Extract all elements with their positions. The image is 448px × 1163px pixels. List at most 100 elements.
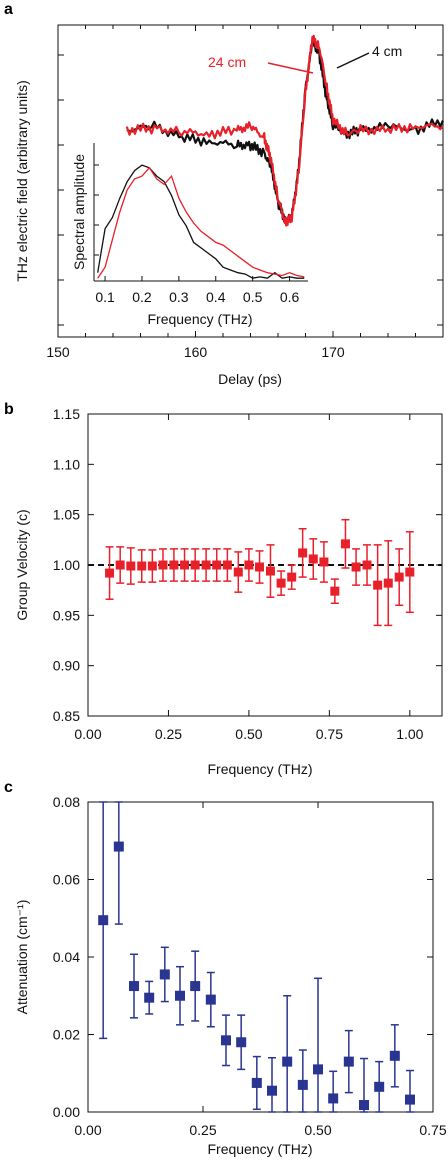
data-point (343, 1056, 354, 1067)
data-point (267, 1085, 277, 1096)
panel-b-series (88, 518, 442, 627)
panel-c-series (98, 801, 415, 1113)
data-point (255, 562, 265, 572)
panel-a: 150 160 170 0.1 0.2 0.3 0.4 0.5 0.6 Frequency (T… (14, 24, 445, 387)
annotation-4cm: 4 cm (372, 43, 402, 59)
data-point (98, 915, 109, 926)
inset-series-24cm (97, 166, 305, 279)
data-point (201, 560, 211, 570)
data-point (205, 994, 216, 1005)
data-point (362, 560, 372, 570)
panel-c-xlabel: Frequency (THz) (207, 1141, 312, 1157)
data-point (351, 562, 361, 572)
y-tick-label-c-3: 0.06 (53, 872, 80, 888)
data-point (405, 1094, 415, 1105)
data-point (359, 1100, 369, 1111)
panel-a-letter: a (4, 1, 13, 18)
panel-b-letter: b (4, 401, 14, 418)
y-tick-label-b-4: 1.05 (53, 507, 80, 523)
data-point (105, 568, 115, 578)
inset-series-4cm (97, 164, 305, 279)
data-point (137, 561, 147, 571)
x-tick-label-a-2: 170 (321, 344, 345, 360)
data-point (383, 578, 393, 588)
y-tick-label-b-5: 1.10 (53, 456, 80, 472)
panel-b-xlabel: Frequency (THz) (207, 761, 312, 777)
inset-x-tick-label-5: 0.6 (280, 289, 300, 305)
data-point (190, 560, 200, 570)
inset-x-tick-label-0: 0.1 (95, 289, 115, 305)
data-point (233, 567, 243, 577)
y-tick-label-c-4: 0.08 (53, 794, 80, 810)
data-point (287, 572, 297, 582)
data-point (129, 981, 139, 992)
data-point (180, 560, 190, 570)
panel-a-ylabel: THz electric field (arbitrary units) (14, 80, 30, 282)
y-tick-label-b-0: 0.85 (53, 708, 80, 724)
panel-b-ticks: 0.00 0.25 0.50 0.75 1.00 0.85 0.90 0.95 1.00 1.05… (53, 406, 442, 742)
panel-c-ylabel: Attenuation (cm⁻¹) (14, 900, 30, 1015)
inset-xlabel: Frequency (THz) (147, 311, 252, 327)
data-point (328, 1093, 339, 1104)
panel-b-ylabel: Group Velocity (c) (14, 509, 30, 620)
data-point (147, 561, 157, 571)
data-point (276, 578, 286, 588)
panel-c-frame (87, 801, 434, 1113)
panel-a-xlabel: Delay (ps) (218, 371, 282, 387)
x-tick-label-c-3: 0.75 (419, 1122, 446, 1138)
data-point (373, 580, 383, 590)
data-point (212, 560, 222, 570)
data-point (330, 586, 340, 596)
data-point (394, 572, 404, 582)
data-point (159, 969, 170, 980)
data-point (115, 560, 125, 570)
data-point (308, 554, 318, 564)
data-point (251, 1077, 262, 1088)
panel-a-series (125, 34, 445, 227)
data-point (405, 567, 415, 577)
x-tick-label-c-0: 0.00 (74, 1122, 101, 1138)
annotation-24cm: 24 cm (208, 54, 246, 70)
data-point (265, 566, 275, 576)
x-tick-label-a-1: 160 (184, 344, 208, 360)
inset-x-tick-label-2: 0.3 (169, 289, 189, 305)
data-point (340, 539, 350, 549)
data-point (297, 1079, 308, 1090)
y-tick-label-b-1: 0.90 (53, 658, 80, 674)
x-tick-label-b-4: 1.00 (396, 726, 423, 742)
data-point (190, 981, 201, 992)
data-point (244, 560, 254, 570)
data-point (126, 561, 136, 571)
y-tick-label-c-1: 0.02 (53, 1027, 80, 1043)
panel-a-ticks: 150 160 170 (46, 25, 444, 360)
data-point (175, 990, 185, 1001)
x-tick-label-b-0: 0.00 (74, 726, 101, 742)
data-point (221, 1035, 231, 1046)
series-24cm-trace (125, 34, 444, 227)
x-tick-label-b-2: 0.50 (235, 726, 262, 742)
data-point (282, 1056, 293, 1067)
data-point (144, 992, 155, 1003)
y-tick-label-c-2: 0.04 (53, 949, 80, 965)
y-tick-label-b-3: 1.00 (53, 557, 80, 573)
inset-ylabel: Spectral amplitude (71, 154, 87, 270)
data-point (113, 841, 124, 852)
panel-a-inset: 0.1 0.2 0.3 0.4 0.5 0.6 Frequency (THz) Spectra… (71, 143, 308, 327)
panel-c-letter: c (4, 779, 13, 796)
data-point (389, 1050, 400, 1061)
data-point (374, 1081, 385, 1092)
inset-x-tick-label-4: 0.5 (243, 289, 263, 305)
data-point (222, 560, 232, 570)
inset-x-tick-label-3: 0.4 (206, 289, 226, 305)
annotation-24cm-leader (267, 62, 314, 74)
y-tick-label-b-6: 1.15 (53, 406, 80, 422)
data-point (319, 557, 329, 567)
annotation-4cm-leader (336, 52, 370, 69)
x-tick-label-a-0: 150 (46, 344, 70, 360)
x-tick-label-b-3: 0.75 (316, 726, 343, 742)
panel-b: 0.00 0.25 0.50 0.75 1.00 0.85 0.90 0.95 1.00 1.05… (14, 406, 443, 777)
data-point (298, 548, 308, 558)
x-tick-label-c-2: 0.50 (304, 1122, 331, 1138)
y-tick-label-c-0: 0.00 (53, 1104, 80, 1120)
